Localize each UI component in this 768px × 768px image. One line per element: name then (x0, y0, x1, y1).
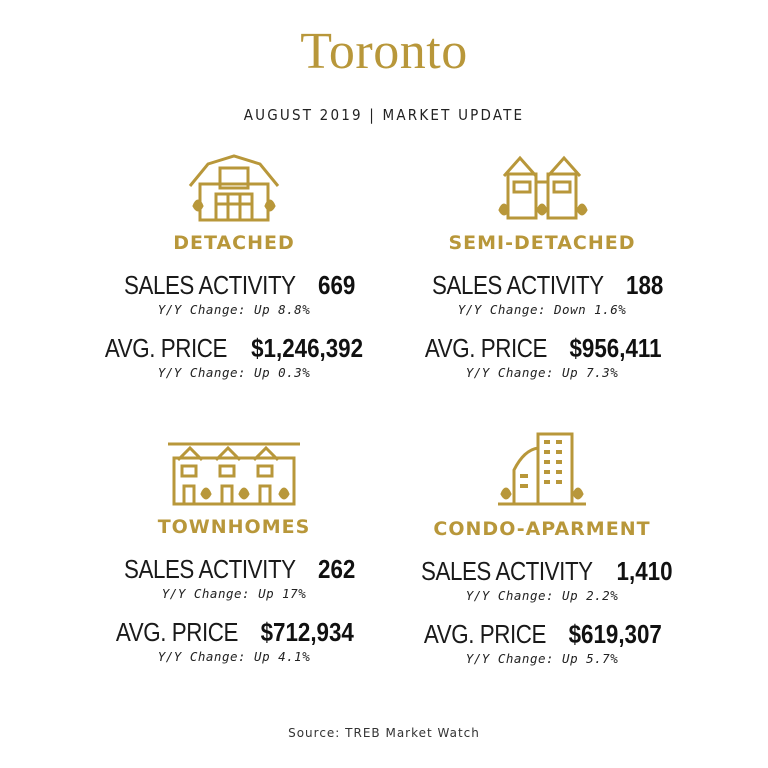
source-note: Source: TREB Market Watch (288, 726, 480, 740)
sales-value: 262 (317, 554, 356, 584)
price-label: AVG. PRICE (116, 617, 239, 647)
card-detached: DETACHED SALES ACTIVITY 669 Y/Y Change: … (84, 152, 384, 380)
page-subtitle: AUGUST 2019 | MARKET UPDATE (243, 106, 525, 124)
sales-label: SALES ACTIVITY (431, 270, 604, 300)
condo-building-icon (498, 432, 586, 506)
sales-activity: SALES ACTIVITY 1,410 (392, 558, 692, 584)
avg-price: AVG. PRICE $619,307 (392, 621, 692, 647)
semi-detached-house-icon (498, 155, 588, 220)
townhomes-icon (168, 442, 300, 506)
sales-value: 669 (317, 270, 356, 300)
sales-value: 188 (625, 270, 664, 300)
sales-change: Y/Y Change: Up 8.8% (157, 302, 311, 317)
card-label: TOWNHOMES (157, 516, 311, 538)
price-value: $619,307 (568, 619, 663, 649)
price-change: Y/Y Change: Up 4.1% (157, 649, 311, 664)
sales-activity: SALES ACTIVITY 188 (392, 272, 692, 298)
avg-price: AVG. PRICE $712,934 (84, 619, 384, 645)
sales-label: SALES ACTIVITY (123, 554, 296, 584)
sales-activity: SALES ACTIVITY 262 (84, 556, 384, 582)
price-label: AVG. PRICE (424, 619, 547, 649)
card-condo-apartment: CONDO-APARMENT SALES ACTIVITY 1,410 Y/Y … (392, 430, 692, 666)
price-change: Y/Y Change: Up 5.7% (465, 651, 619, 666)
sales-change: Y/Y Change: Up 17% (161, 586, 307, 601)
price-value: $956,411 (569, 333, 662, 363)
card-label: SEMI-DETACHED (448, 232, 636, 254)
sales-label: SALES ACTIVITY (123, 270, 296, 300)
price-value: $712,934 (260, 617, 355, 647)
avg-price: AVG. PRICE $1,246,392 (84, 335, 384, 361)
card-label: CONDO-APARMENT (433, 518, 651, 540)
sales-activity: SALES ACTIVITY 669 (84, 272, 384, 298)
sales-change: Y/Y Change: Up 2.2% (465, 588, 619, 603)
card-label: DETACHED (173, 232, 295, 254)
price-label: AVG. PRICE (105, 333, 228, 363)
sales-value: 1,410 (616, 556, 673, 586)
detached-house-icon (188, 154, 280, 222)
card-townhomes: TOWNHOMES SALES ACTIVITY 262 Y/Y Change:… (84, 436, 384, 664)
sales-label: SALES ACTIVITY (421, 556, 593, 586)
page-title: Toronto (300, 23, 468, 80)
price-label: AVG. PRICE (424, 333, 547, 363)
card-semi-detached: SEMI-DETACHED SALES ACTIVITY 188 Y/Y Cha… (392, 152, 692, 380)
price-change: Y/Y Change: Up 0.3% (157, 365, 311, 380)
sales-change: Y/Y Change: Down 1.6% (457, 302, 627, 317)
price-change: Y/Y Change: Up 7.3% (465, 365, 619, 380)
price-value: $1,246,392 (251, 333, 364, 363)
avg-price: AVG. PRICE $956,411 (392, 335, 692, 361)
